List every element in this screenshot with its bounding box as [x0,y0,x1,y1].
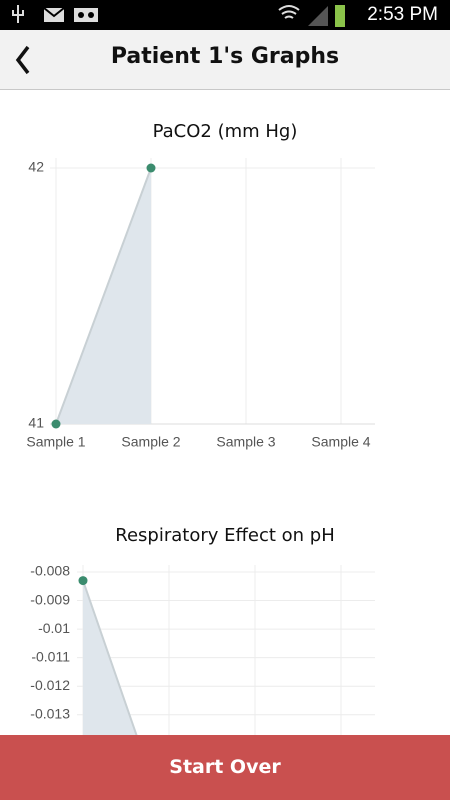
y-tick-label: 41 [28,415,44,431]
status-bar: 2:53 PM [0,0,450,30]
chart-title: Respiratory Effect on pH [115,525,334,546]
status-icons [12,5,98,23]
y-tick-label: -0.011 [31,648,70,664]
y-tick-label: -0.01 [38,620,70,636]
y-tick-label: -0.012 [30,677,70,693]
y-tick-label: -0.009 [30,591,70,607]
back-button[interactable] [8,30,48,89]
data-point [146,163,156,173]
x-tick-label: Sample 3 [216,434,275,450]
x-tick-label: Sample 2 [121,434,180,450]
data-point [51,419,61,429]
y-tick-label: -0.008 [30,563,70,579]
x-tick-label: Sample 1 [26,434,85,450]
y-tick-label: 42 [28,159,44,175]
start-over-button[interactable]: Start Over [0,735,450,800]
x-tick-label: Sample 4 [311,434,370,450]
y-tick-label: -0.013 [30,705,70,721]
clock: 2:53 PM [367,4,438,25]
app-bar: Patient 1's Graphs [0,30,450,90]
series-line [55,167,152,425]
screen-title: Patient 1's Graphs [110,44,340,69]
data-point [78,576,88,586]
chart-title: PaCO2 (mm Hg) [153,121,298,142]
status-signal [278,5,345,27]
